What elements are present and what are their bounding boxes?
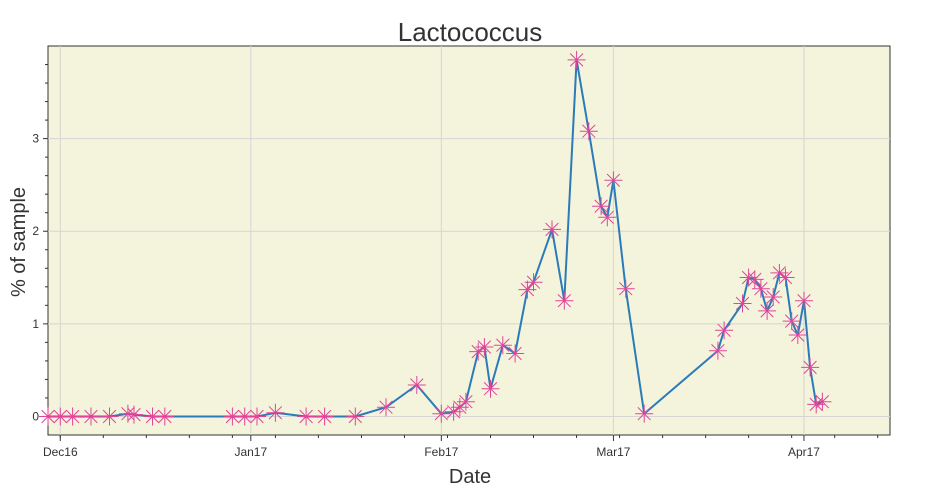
data-point bbox=[567, 50, 586, 69]
grid-lines bbox=[48, 46, 890, 435]
data-point bbox=[795, 291, 813, 310]
data-point bbox=[51, 407, 70, 426]
data-point bbox=[155, 407, 174, 426]
y-tick-label: 1 bbox=[32, 317, 39, 331]
data-point bbox=[598, 208, 617, 227]
data-point bbox=[235, 407, 254, 426]
data-point bbox=[456, 392, 475, 411]
x-axis-ticks: Dec16 Jan17 Feb17 Mar17 Apr17 bbox=[43, 435, 879, 459]
data-point bbox=[524, 273, 543, 292]
x-tick-label: Mar17 bbox=[596, 445, 630, 459]
data-point bbox=[377, 398, 395, 417]
data-point bbox=[758, 301, 777, 320]
chart-title: Lactococcus bbox=[398, 17, 543, 47]
data-point bbox=[297, 407, 316, 426]
data-point bbox=[248, 407, 266, 426]
data-point bbox=[764, 288, 783, 306]
y-axis-ticks: 0 1 2 3 bbox=[32, 64, 48, 423]
series-line bbox=[48, 58, 823, 418]
y-axis-label: % of sample bbox=[8, 187, 30, 297]
data-point bbox=[100, 407, 119, 426]
data-point bbox=[493, 336, 512, 355]
data-point bbox=[481, 379, 500, 398]
data-point bbox=[801, 358, 820, 377]
data-point bbox=[751, 279, 770, 298]
data-point bbox=[407, 376, 426, 394]
data-point bbox=[604, 171, 623, 190]
y-tick-label: 3 bbox=[32, 132, 39, 146]
data-point bbox=[635, 404, 654, 423]
x-tick-label: Jan17 bbox=[234, 445, 267, 459]
data-point bbox=[555, 291, 574, 310]
data-point bbox=[266, 403, 285, 422]
x-tick-label: Apr17 bbox=[788, 445, 820, 459]
data-point bbox=[813, 392, 832, 411]
data-point bbox=[63, 407, 82, 426]
data-point bbox=[715, 321, 734, 340]
data-point bbox=[475, 338, 494, 356]
data-point bbox=[745, 270, 764, 289]
data-point bbox=[125, 405, 143, 424]
y-tick-label: 2 bbox=[32, 224, 39, 238]
data-point bbox=[543, 220, 561, 239]
data-point bbox=[346, 407, 365, 426]
data-point bbox=[708, 341, 727, 360]
data-point bbox=[315, 407, 334, 426]
data-point bbox=[616, 279, 635, 298]
x-tick-label: Dec16 bbox=[43, 445, 78, 459]
data-point bbox=[432, 404, 451, 423]
x-axis-label: Date bbox=[449, 466, 491, 488]
data-point bbox=[592, 197, 611, 216]
data-point bbox=[82, 407, 100, 426]
data-point bbox=[788, 326, 807, 344]
y-tick-label: 0 bbox=[32, 409, 39, 423]
data-point bbox=[506, 344, 525, 363]
data-point bbox=[782, 312, 801, 331]
data-point bbox=[579, 122, 598, 141]
x-tick-label: Feb17 bbox=[424, 445, 458, 459]
data-point bbox=[733, 294, 752, 313]
series-lactococcus bbox=[39, 50, 832, 426]
plot-area bbox=[47, 45, 891, 436]
data-point bbox=[776, 268, 795, 287]
